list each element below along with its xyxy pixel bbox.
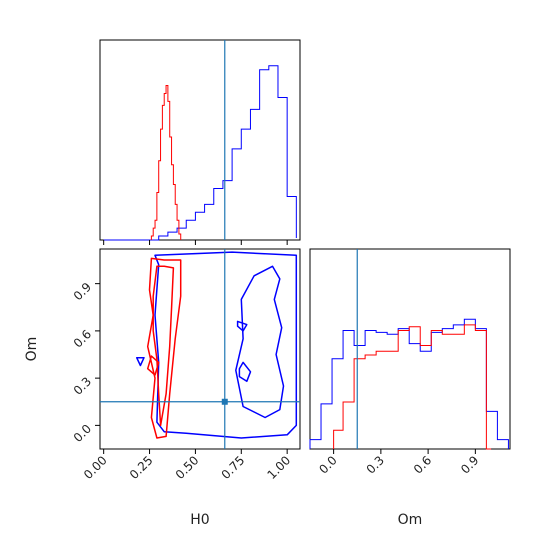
om-x-tick-label-1: 0.3 [364,453,387,476]
contour-blue-1 [235,265,285,419]
contour-red-2 [146,355,160,376]
h0-tick-label-3: 0.75 [219,453,248,482]
h0-tick-label-2: 0.50 [173,453,202,482]
om-y-tick-label-3: 0.9 [71,280,94,303]
truth-marker [221,398,228,405]
h0-tick-label-4: 1.00 [264,453,293,482]
contour-blue-4 [135,356,145,367]
x-axis-label-h0: H0 [190,512,209,528]
om-x-tick-label-2: 0.6 [411,453,434,476]
om-histogram-red [333,324,492,450]
om-x-tick-label-3: 0.9 [458,453,481,476]
om-histogram-panel [309,248,511,450]
contour-blue-0 [154,251,298,439]
om-y-tick-label-0: 0.0 [71,422,94,445]
h0-tick-label-0: 0.00 [81,453,110,482]
contour-blue-3 [236,320,248,332]
contour-red-1 [152,265,175,427]
y-axis-label-om: Om [24,337,40,362]
h0-tick-label-1: 0.25 [127,453,156,482]
h0-histogram-red [150,85,182,240]
om-x-tick-label-0: 0.0 [316,453,339,476]
h0-histogram-panel [99,39,301,241]
contour-blue-2 [238,361,252,383]
om-histogram-blue [309,318,509,449]
om-y-tick-label-2: 0.6 [71,327,94,350]
x-axis-label-om: Om [398,512,423,528]
joint-contour-panel [99,248,301,450]
h0-histogram-blue [103,65,297,241]
om-y-tick-label-1: 0.3 [71,374,94,397]
contour-red-0 [146,257,182,439]
